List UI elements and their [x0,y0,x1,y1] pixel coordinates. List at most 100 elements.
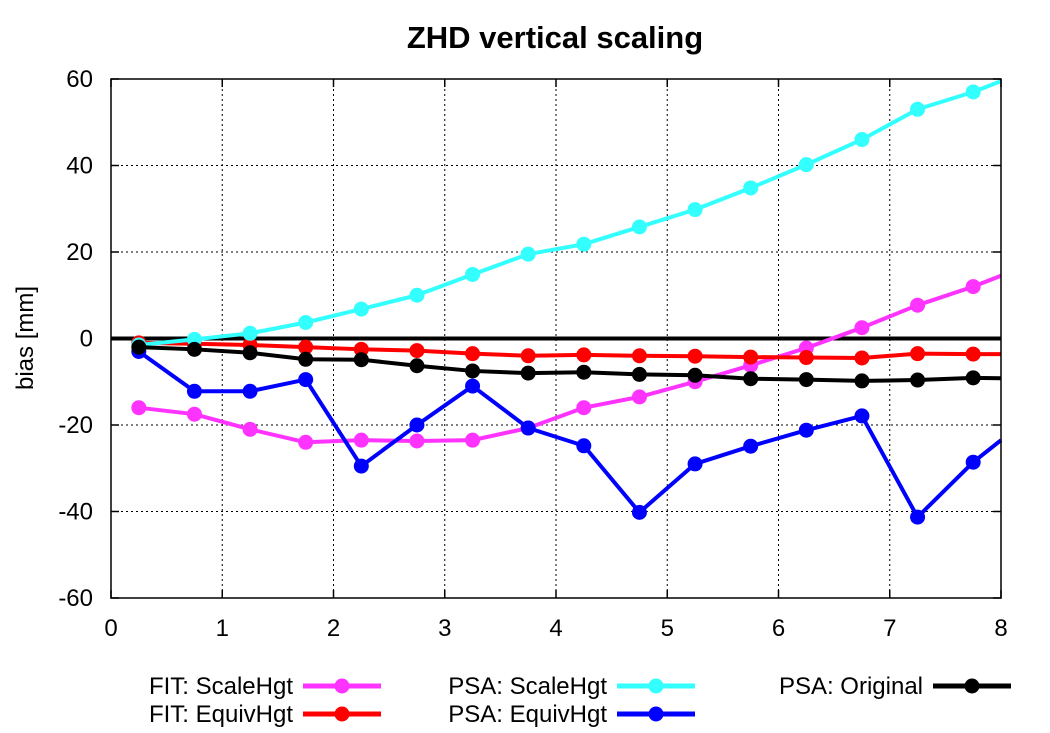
data-point [743,438,759,454]
data-point [631,389,647,405]
x-tick-label: 2 [327,615,340,642]
data-point [743,180,759,196]
data-point [631,504,647,520]
data-point [910,509,926,525]
x-tick-label: 3 [438,615,451,642]
data-point [798,372,814,388]
data-point [743,349,759,365]
series-layer [131,79,1003,525]
legend-swatch-marker [648,678,664,694]
data-point [298,434,314,450]
data-point [242,345,258,361]
data-point [576,438,592,454]
data-point [854,408,870,424]
series-psa-scalehgt [131,79,1002,353]
data-point [854,350,870,366]
y-tick-label: -20 [58,412,93,439]
data-point [465,346,481,362]
y-axis-label: bias [mm] [12,286,39,390]
data-point [687,456,703,472]
data-point [854,320,870,336]
x-tick-label: 6 [772,615,785,642]
legend-entry: FIT: EquivHgt [149,701,381,728]
data-point [798,350,814,366]
data-point [687,367,703,383]
data-point [965,454,981,470]
legend-label: FIT: EquivHgt [149,701,293,728]
legend-entry: PSA: Original [779,673,1011,700]
data-point [465,432,481,448]
legend-swatch-marker [334,678,350,694]
data-point [910,297,926,313]
data-point [798,157,814,173]
data-point [910,346,926,362]
legend-entry: PSA: EquivHgt [448,701,695,728]
data-point [409,343,425,359]
x-tick-label: 0 [104,615,117,642]
data-point [353,352,369,368]
data-point [854,373,870,389]
series-psa-original [131,339,1002,389]
x-tick-label: 8 [994,615,1007,642]
data-point [520,246,536,262]
data-point [465,363,481,379]
data-point [576,347,592,363]
y-tick-label: 60 [66,66,93,93]
y-tick-label: 0 [80,326,93,353]
data-point [242,383,258,399]
data-point [743,371,759,387]
data-point [353,341,369,357]
y-tick-label: 40 [66,153,93,180]
data-point [965,346,981,362]
y-tick-label: -60 [58,585,93,612]
x-tick-label: 1 [216,615,229,642]
data-point [465,266,481,282]
data-point [520,365,536,381]
data-point [576,364,592,380]
chart-title: ZHD vertical scaling [407,20,703,55]
legend-entry: FIT: ScaleHgt [149,673,381,700]
data-point [242,421,258,437]
data-point [298,314,314,330]
data-point [353,301,369,317]
data-point [409,433,425,449]
data-point [465,378,481,394]
x-tick-label: 4 [549,615,562,642]
grid [111,79,1001,598]
data-point [910,101,926,117]
data-point [520,348,536,364]
series-psa-equivhgt [131,343,1003,525]
legend-entry: PSA: ScaleHgt [448,673,695,700]
data-point [186,383,202,399]
data-point [910,372,926,388]
data-point [353,458,369,474]
data-point [298,339,314,355]
legend-label: PSA: EquivHgt [448,701,607,728]
legend-swatch-marker [334,706,350,722]
legend-label: PSA: Original [779,673,923,700]
data-point [298,351,314,367]
data-point [965,84,981,100]
data-point [576,400,592,416]
data-point [409,358,425,374]
data-point [131,339,147,355]
data-point [131,400,147,416]
data-point [798,422,814,438]
data-point [965,279,981,295]
data-point [631,348,647,364]
data-point [687,348,703,364]
x-tick-label: 5 [661,615,674,642]
data-point [687,202,703,218]
data-point [409,287,425,303]
legend-swatch-marker [648,706,664,722]
data-point [409,417,425,433]
data-point [965,370,981,386]
data-point [242,325,258,341]
data-point [298,372,314,388]
y-tick-label: -40 [58,499,93,526]
data-point [353,432,369,448]
data-point [576,236,592,252]
data-point [631,366,647,382]
